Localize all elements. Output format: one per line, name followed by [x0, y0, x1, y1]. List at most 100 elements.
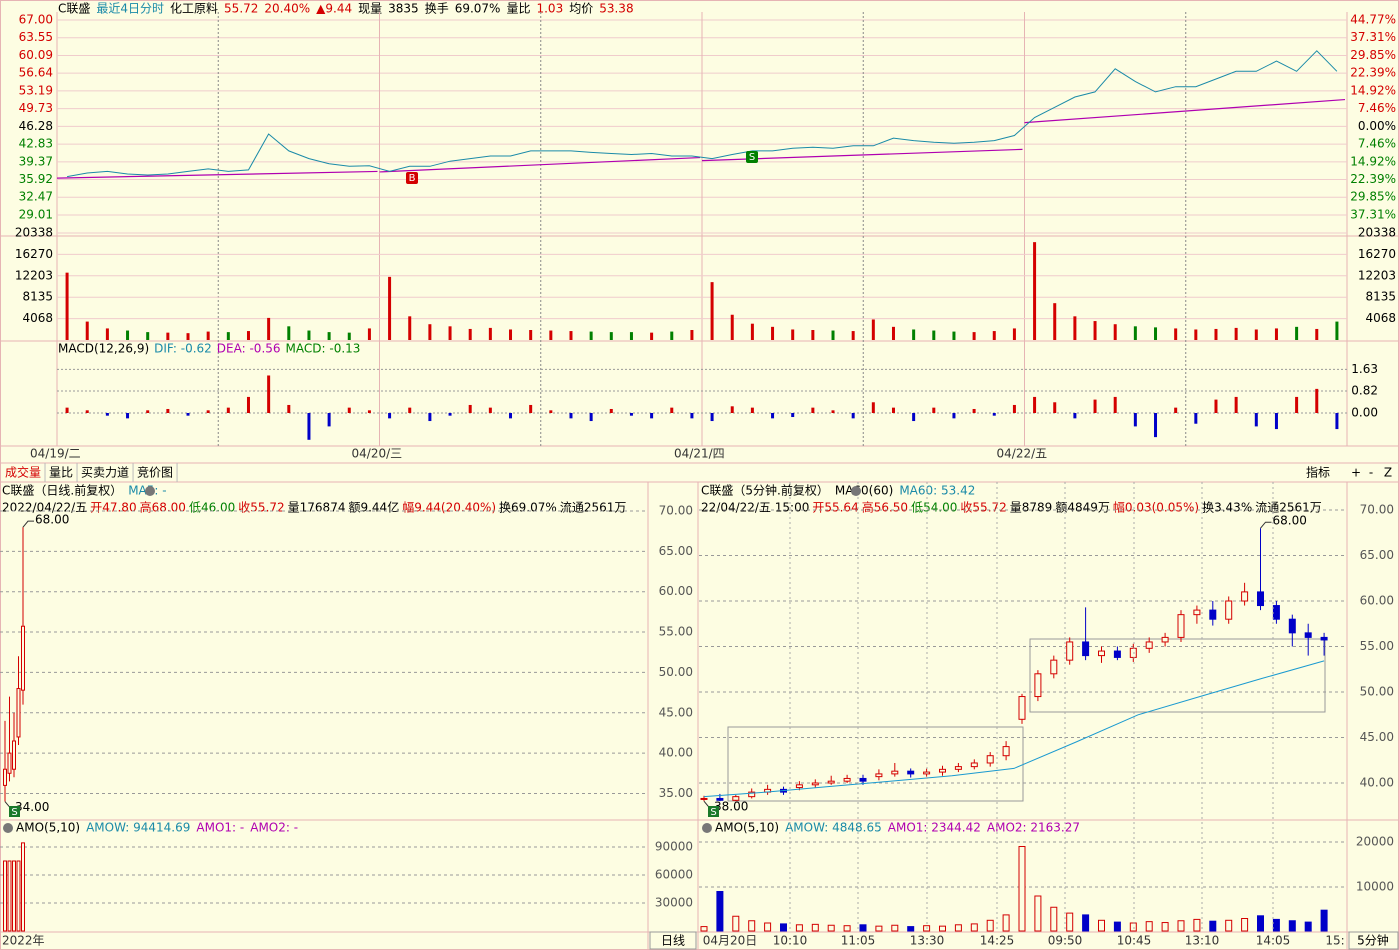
low-label: 38.00: [714, 800, 748, 814]
info-text: 55.72: [224, 2, 258, 16]
candle-body: [716, 797, 724, 801]
tool-button[interactable]: +: [1351, 466, 1361, 480]
macd-bar: [710, 413, 714, 422]
macd-bar: [549, 410, 553, 413]
volume-bar: [609, 332, 613, 340]
pct-tick-label: 22.39%: [1350, 172, 1396, 186]
info-text: AMO1: 2344.42: [888, 821, 981, 835]
price-tick-label: 50.00: [1360, 685, 1394, 699]
tab[interactable]: 买卖力道: [81, 466, 129, 480]
macd-bar: [912, 413, 916, 422]
info-text: AMO(5,10): [715, 821, 779, 835]
tab[interactable]: 竞价图: [137, 466, 173, 480]
volume-bar: [146, 332, 150, 340]
amo-tick-label: 90000: [655, 840, 693, 854]
price-tick-label: 70.00: [1360, 503, 1394, 517]
trade-marker: [746, 151, 758, 163]
amo-bar: [748, 920, 756, 932]
tool-button[interactable]: Z: [1384, 466, 1392, 480]
candle-body: [1193, 609, 1201, 616]
tool-button[interactable]: -: [1369, 466, 1373, 480]
period-button[interactable]: [649, 931, 697, 950]
volume-bar: [468, 328, 472, 340]
price-tick-label: 60.00: [1360, 594, 1394, 608]
price-tick-label: 67.00: [19, 13, 53, 27]
amo-bar: [780, 923, 787, 932]
volume-bar: [992, 331, 996, 340]
volume-bar: [891, 326, 895, 340]
volume-bar: [347, 332, 351, 340]
candle-body: [907, 770, 915, 775]
info-text: AMO2: -: [250, 821, 298, 835]
volume-bar: [105, 328, 109, 340]
amo-bar: [1066, 912, 1074, 932]
tab[interactable]: 量比: [49, 466, 73, 480]
amo-bar: [1320, 909, 1328, 932]
candle-body: [1320, 636, 1328, 641]
volume-bar: [589, 331, 593, 340]
volume-bar: [287, 326, 291, 340]
price-tick-label: 53.19: [19, 83, 53, 97]
period-button[interactable]: [1348, 931, 1399, 950]
tab[interactable]: 成交量: [5, 465, 41, 480]
pct-tick-label: 29.85%: [1350, 190, 1396, 204]
macd-bar: [85, 410, 89, 413]
pct-tick-label: 14.92%: [1350, 154, 1396, 168]
info-text: 收55.72: [960, 501, 1006, 515]
macd-bar: [186, 413, 190, 416]
macd-bar: [1073, 413, 1077, 419]
range-box: [727, 726, 1024, 802]
amo-bar: [875, 925, 883, 932]
macd-bar: [609, 408, 613, 413]
volume-bar: [408, 316, 412, 340]
volume-bar: [65, 272, 69, 340]
info-text: 额4849万: [1055, 501, 1110, 515]
ma-line: [703, 660, 1325, 798]
macd-bar: [851, 413, 855, 419]
candle-body: [7, 752, 12, 774]
candle-body: [875, 773, 883, 778]
candle-body: [700, 797, 708, 800]
macd-bar: [65, 407, 69, 413]
high-label: 68.00: [1273, 514, 1307, 528]
macd-bar: [1033, 396, 1037, 413]
macd-tick-label: 0.00: [1351, 406, 1378, 420]
macd-bar: [367, 410, 371, 413]
volume-bar: [388, 276, 392, 340]
price-tick-label: 63.55: [19, 30, 53, 44]
pct-tick-label: 37.31%: [1350, 208, 1396, 222]
amo-bar: [3, 860, 7, 932]
volume-bar: [1113, 324, 1117, 340]
tool-button[interactable]: 指标: [1306, 465, 1330, 480]
candle-body: [939, 768, 946, 773]
info-text: C联盛（日线.前复权）: [2, 483, 122, 498]
macd-bar: [1234, 396, 1238, 413]
amo-bar: [811, 923, 819, 932]
trade-marker-label: B: [409, 173, 416, 184]
volume-tick-label: 8135: [1365, 290, 1396, 304]
pct-tick-label: 7.46%: [1358, 137, 1396, 151]
info-text: 20.40%: [264, 2, 310, 16]
candle-body: [986, 755, 994, 764]
info-text: 53.38: [599, 2, 633, 16]
period-label[interactable]: 5分钟: [1357, 933, 1389, 948]
price-tick-label: 45.00: [1360, 730, 1394, 744]
volume-tick-label: 16270: [15, 247, 53, 261]
macd-bar: [1093, 399, 1097, 413]
time-label: 04月20日: [703, 934, 758, 948]
candle-body: [1161, 636, 1169, 643]
macd-bar: [428, 413, 432, 422]
macd-bar: [730, 406, 734, 413]
volume-bar: [1012, 328, 1016, 340]
collapse-icon: [3, 823, 13, 833]
amo-bar: [716, 891, 724, 932]
amo-bar: [1177, 920, 1185, 932]
macd-bar: [1214, 399, 1218, 413]
period-label[interactable]: 日线: [661, 934, 685, 948]
amo-bar: [1161, 922, 1169, 932]
label-pointer: [1260, 521, 1272, 529]
macd-bar: [791, 413, 795, 418]
price-tick-label: 46.28: [19, 119, 53, 133]
time-label: 09:50: [1048, 934, 1083, 948]
avg-line: [379, 156, 701, 173]
